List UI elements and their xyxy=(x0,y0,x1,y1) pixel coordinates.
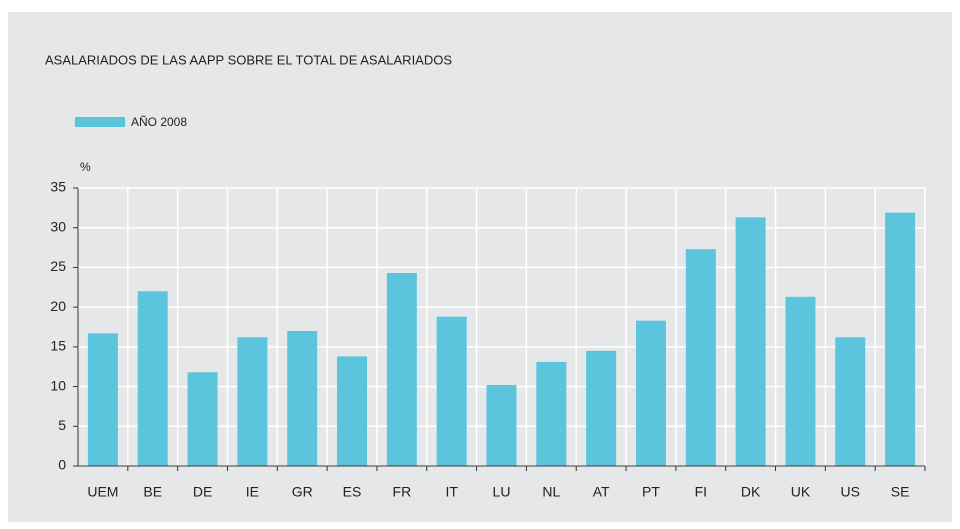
x-tick-label: ES xyxy=(343,484,362,500)
x-tick-label: IT xyxy=(445,484,458,500)
legend-swatch xyxy=(75,117,125,127)
x-tick-label: UK xyxy=(791,484,811,500)
x-tick-label: DE xyxy=(193,484,212,500)
y-tick-label: 0 xyxy=(58,457,66,473)
bar xyxy=(586,350,617,466)
y-tick-label: 30 xyxy=(50,218,66,234)
bar xyxy=(486,384,517,466)
x-tick-label: BE xyxy=(143,484,162,500)
x-tick-label: IE xyxy=(246,484,259,500)
bar xyxy=(137,291,168,466)
y-axis-label: % xyxy=(80,160,91,174)
x-tick-label: LU xyxy=(493,484,511,500)
bar xyxy=(287,330,318,466)
chart-title: ASALARIADOS DE LAS AAPP SOBRE EL TOTAL D… xyxy=(45,52,452,67)
bar xyxy=(885,212,916,466)
y-tick-label: 20 xyxy=(50,298,66,314)
x-tick-label: SE xyxy=(891,484,910,500)
x-tick-label: UEM xyxy=(87,484,118,500)
bar xyxy=(536,361,567,466)
y-tick-label: 5 xyxy=(58,417,66,433)
bar xyxy=(785,296,816,466)
x-tick-label: US xyxy=(841,484,860,500)
x-tick-label: DK xyxy=(741,484,761,500)
y-tick-label: 35 xyxy=(50,179,66,195)
bar xyxy=(835,337,866,466)
x-tick-label: GR xyxy=(292,484,313,500)
legend-label: AÑO 2008 xyxy=(131,115,187,129)
x-tick-label: NL xyxy=(542,484,560,500)
y-tick-label: 25 xyxy=(50,258,66,274)
bar xyxy=(436,316,467,466)
y-tick-label: 15 xyxy=(50,338,66,354)
bar xyxy=(187,372,218,466)
bar xyxy=(685,249,716,466)
bar xyxy=(87,333,118,466)
bar xyxy=(635,320,666,466)
bar xyxy=(237,337,268,466)
x-tick-label: FR xyxy=(393,484,412,500)
x-tick-label: PT xyxy=(642,484,660,500)
bar xyxy=(735,217,766,466)
x-tick-label: AT xyxy=(593,484,610,500)
y-tick-label: 10 xyxy=(50,377,66,393)
bar xyxy=(386,272,417,466)
bar xyxy=(337,356,368,466)
x-tick-label: FI xyxy=(695,484,707,500)
